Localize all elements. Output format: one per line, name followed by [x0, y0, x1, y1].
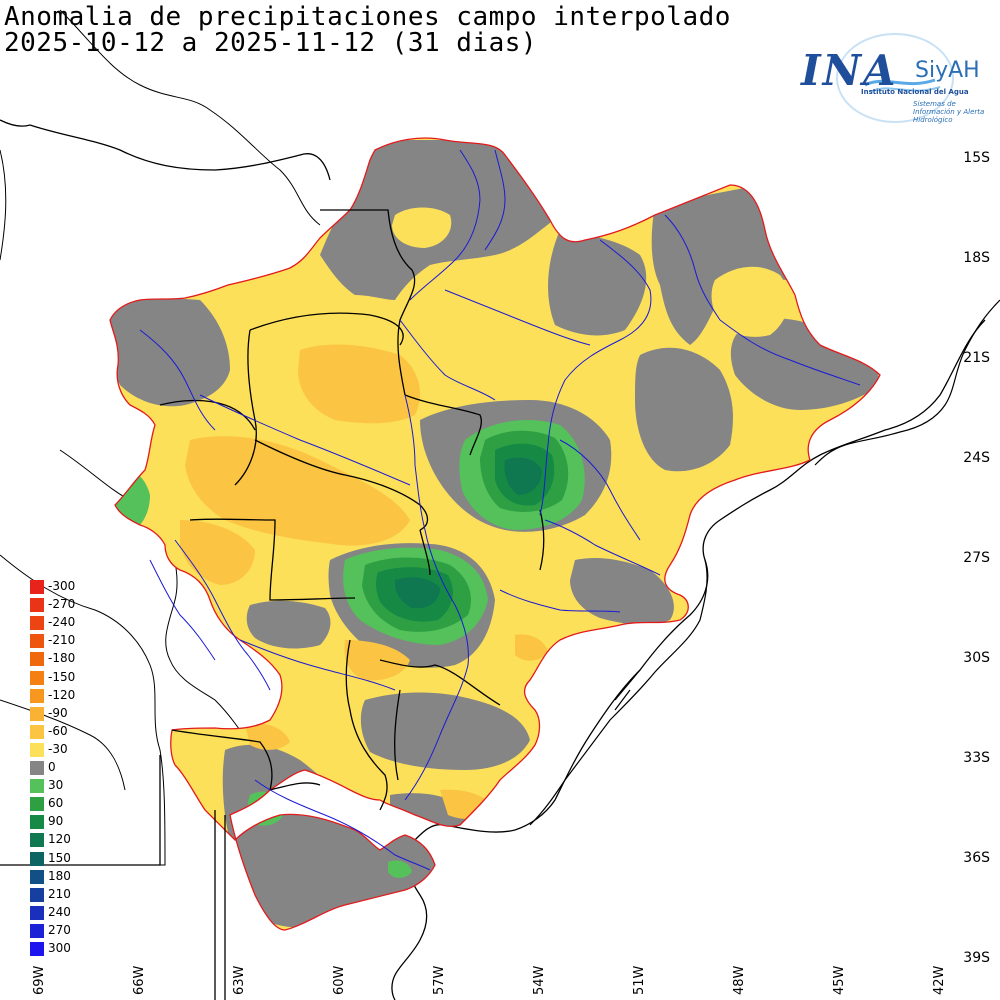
- logo-institute-name: Instituto Nacional del Agua: [861, 88, 969, 96]
- legend-swatch: [30, 833, 44, 848]
- legend-value: -210: [48, 633, 76, 648]
- east-coast: [529, 299, 1000, 826]
- rivers: [139, 149, 861, 871]
- longitude-label: 45W: [832, 965, 847, 995]
- legend-value: 150: [48, 850, 71, 865]
- legend-value: 270: [48, 922, 71, 937]
- longitude-label: 57W: [432, 965, 447, 995]
- legend-value: -60: [48, 723, 68, 738]
- legend-value: 60: [48, 796, 64, 811]
- map-title: Anomalia de precipitaciones campo interp…: [4, 2, 731, 32]
- legend-swatch: [30, 670, 44, 685]
- longitude-label: 51W: [632, 965, 647, 995]
- latitude-label: 33S: [963, 750, 990, 766]
- logo-swoosh-icon: [836, 33, 954, 123]
- latitude-label: 24S: [963, 450, 990, 466]
- legend-swatch: [30, 869, 44, 884]
- legend-value: -300: [48, 579, 76, 593]
- logo-siyah-text: SiyAH: [915, 58, 980, 83]
- legend-value: -90: [48, 705, 68, 720]
- legend-swatch: [30, 851, 44, 866]
- legend-value: -120: [48, 687, 76, 702]
- legend-swatch: [30, 724, 44, 739]
- legend-value: -150: [48, 669, 76, 684]
- ina-siyah-logo: INA SiyAH Instituto Nacional del Agua Si…: [795, 30, 995, 130]
- legend-swatch: [30, 616, 44, 631]
- logo-system-name: Sistemas de Información y Alerta Hidroló…: [913, 100, 985, 124]
- longitude-label: 42W: [932, 965, 947, 995]
- longitude-label: 63W: [232, 965, 247, 995]
- legend-value: 90: [48, 814, 64, 829]
- longitude-label: 66W: [132, 965, 147, 995]
- legend-swatch: [30, 742, 44, 757]
- legend-swatch: [30, 815, 44, 830]
- legend-value: -30: [48, 741, 68, 756]
- legend-value: 210: [48, 886, 71, 901]
- latitude-label: 15S: [963, 150, 990, 166]
- legend-swatch: [30, 598, 44, 613]
- latitude-label: 30S: [963, 650, 990, 666]
- legend-value: 30: [48, 778, 64, 793]
- latitude-label: 27S: [963, 550, 990, 566]
- legend-swatch: [30, 706, 44, 721]
- legend-swatch: [30, 797, 44, 812]
- legend-swatch: [30, 761, 44, 775]
- country-borders: [0, 9, 321, 866]
- legend-value: 240: [48, 904, 71, 919]
- internal-borders: [0, 209, 545, 1000]
- logo-ina-text: INA: [801, 46, 898, 95]
- longitude-label: 48W: [732, 965, 747, 995]
- legend-swatch: [30, 688, 44, 703]
- legend-value: -240: [48, 615, 76, 630]
- map-subtitle: 2025-10-12 a 2025-11-12 (31 dias): [4, 28, 538, 58]
- longitude-label: 54W: [532, 965, 547, 995]
- latitude-label: 18S: [963, 250, 990, 266]
- legend-value: -180: [48, 651, 76, 666]
- longitude-label: 69W: [32, 965, 47, 995]
- legend-value: -270: [48, 597, 76, 612]
- legend-value: 0: [48, 760, 56, 774]
- latitude-label: 39S: [963, 950, 990, 966]
- legend-value: 120: [48, 832, 71, 847]
- legend-swatch: [30, 779, 44, 794]
- legend-swatch: [30, 923, 44, 938]
- latitude-label: 21S: [963, 350, 990, 366]
- legend-swatch: [30, 580, 44, 594]
- legend-swatch: [30, 652, 44, 667]
- legend-swatch: [30, 905, 44, 920]
- legend-value: 180: [48, 868, 71, 883]
- latitude-label: 36S: [963, 850, 990, 866]
- legend-value: 300: [48, 941, 71, 955]
- legend-swatch: [30, 942, 44, 956]
- legend-swatch: [30, 634, 44, 649]
- legend-swatch: [30, 887, 44, 902]
- longitude-label: 60W: [332, 965, 347, 995]
